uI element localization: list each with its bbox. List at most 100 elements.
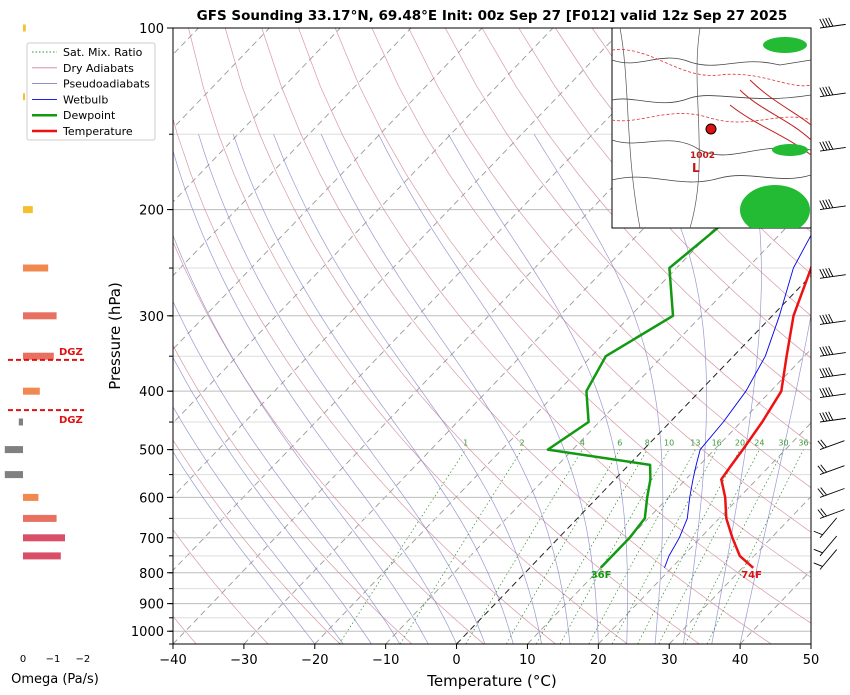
barb-flag <box>822 412 828 422</box>
pseudoadiabat <box>232 134 514 644</box>
barb-flag <box>819 412 825 422</box>
x-tick-label: 40 <box>732 653 749 668</box>
barb-flag <box>825 17 831 27</box>
mixing-ratio-label: 36 <box>798 439 808 448</box>
barb-flag <box>828 140 834 150</box>
barb-flag <box>817 509 825 518</box>
isotherm-line <box>385 201 811 644</box>
y-axis: 100 200 300 400 500 600 700 800 900 1000 <box>131 22 173 645</box>
dry-adiabat <box>173 344 413 644</box>
x-tick-label: −10 <box>372 653 399 668</box>
x-tick-label: 30 <box>661 653 678 668</box>
isotherm-line <box>668 495 811 644</box>
barb-flag <box>828 345 834 355</box>
mixing-ratio-line <box>399 449 523 644</box>
dry-adiabat <box>224 28 700 644</box>
barb-flag <box>828 387 834 396</box>
wind-barb <box>819 17 846 29</box>
barb-staff <box>819 517 838 539</box>
barb-flag <box>825 387 831 397</box>
dry-adiabat <box>812 28 850 644</box>
barb-flag <box>822 18 828 28</box>
chart-title: GFS Sounding 33.17°N, 69.48°E Init: 00z … <box>197 8 788 24</box>
dry-adiabat <box>173 241 485 644</box>
wind-barb <box>813 517 838 539</box>
barb-staff <box>819 509 845 519</box>
pseudoadiabat <box>198 134 486 644</box>
barb-flag <box>825 411 831 421</box>
omega-bar <box>23 24 26 32</box>
pseudoadiabat <box>173 149 457 644</box>
isotherm-line <box>173 28 696 571</box>
mixing-ratio-line <box>535 449 648 644</box>
wind-barb <box>819 345 846 357</box>
isotherm-line <box>173 28 341 203</box>
mixing-ratio-label: 10 <box>664 439 674 448</box>
barb-flag <box>828 199 834 208</box>
dry-adiabat <box>173 529 269 644</box>
barb-flag <box>819 200 825 210</box>
y-tick-label: 200 <box>139 204 164 219</box>
barb-flag <box>828 367 834 377</box>
dry-adiabat <box>334 28 811 578</box>
barb-flag <box>822 199 828 209</box>
y-tick-label: 400 <box>139 385 164 400</box>
barb-flag <box>822 387 828 397</box>
wind-barb <box>819 313 846 325</box>
barb-flag <box>819 388 825 398</box>
mixing-ratio-label: 30 <box>778 439 788 448</box>
y-tick-label: 800 <box>139 567 164 582</box>
x-axis: −40 −30 −20 −10 0 10 20 30 40 50 <box>159 644 819 668</box>
wind-barb <box>817 439 845 451</box>
barb-flag <box>825 199 831 209</box>
mixing-ratio-label: 8 <box>645 439 650 448</box>
y-tick-label: 300 <box>139 310 164 325</box>
y-tick-label: 600 <box>139 491 164 506</box>
barb-flag <box>820 439 827 448</box>
y-tick-label: 1000 <box>131 625 164 640</box>
wind-barb <box>817 464 845 476</box>
wind-barb <box>819 387 846 399</box>
pseudoadiabat <box>173 300 401 644</box>
barb-staff <box>819 535 838 557</box>
omega-bar <box>18 418 23 426</box>
dry-adiabat <box>555 28 811 317</box>
mixing-ratio-label: 13 <box>690 439 700 448</box>
series-wetbulb <box>664 234 811 568</box>
x-tick-label: −30 <box>230 653 257 668</box>
omega-tick-label: −1 <box>46 654 61 665</box>
svg-text:L: L <box>692 161 700 175</box>
wind-barbs <box>813 17 846 570</box>
mixing-ratio-label: 6 <box>617 439 622 448</box>
wind-barb <box>819 199 846 211</box>
x-tick-label: 0 <box>452 653 460 668</box>
wind-barb <box>813 549 838 570</box>
mixing-ratio-line <box>684 449 784 644</box>
dgz-label: DGZ <box>59 347 83 358</box>
surface-temp-label: 74F <box>741 570 762 581</box>
y-tick-label: 900 <box>139 598 164 613</box>
omega-panel: DGZ DGZ <box>4 24 84 560</box>
barb-flag <box>825 367 831 377</box>
mixing-ratio-line <box>611 449 718 644</box>
barb-flag <box>817 440 825 449</box>
wind-barb <box>819 86 846 98</box>
omega-bar <box>23 387 40 395</box>
barb-flag <box>819 315 825 325</box>
barb-flag <box>822 87 828 96</box>
mixing-ratio-labels: 1 2 4 6 8 10 13 16 20 24 30 36 <box>463 439 808 448</box>
wind-barb <box>813 535 838 557</box>
barb-flag <box>820 487 827 496</box>
pseudoadiabat <box>273 134 542 644</box>
dry-adiabats <box>173 28 850 644</box>
isotherm-line <box>173 28 625 498</box>
barb-flag <box>819 87 825 97</box>
mixing-ratio-line <box>637 449 741 644</box>
omega-bar <box>23 264 49 272</box>
barb-flag <box>817 488 825 497</box>
pseudoadiabat <box>378 134 599 644</box>
barb-flag <box>817 465 825 474</box>
dry-adiabat <box>408 28 811 489</box>
wind-barb <box>817 508 845 519</box>
